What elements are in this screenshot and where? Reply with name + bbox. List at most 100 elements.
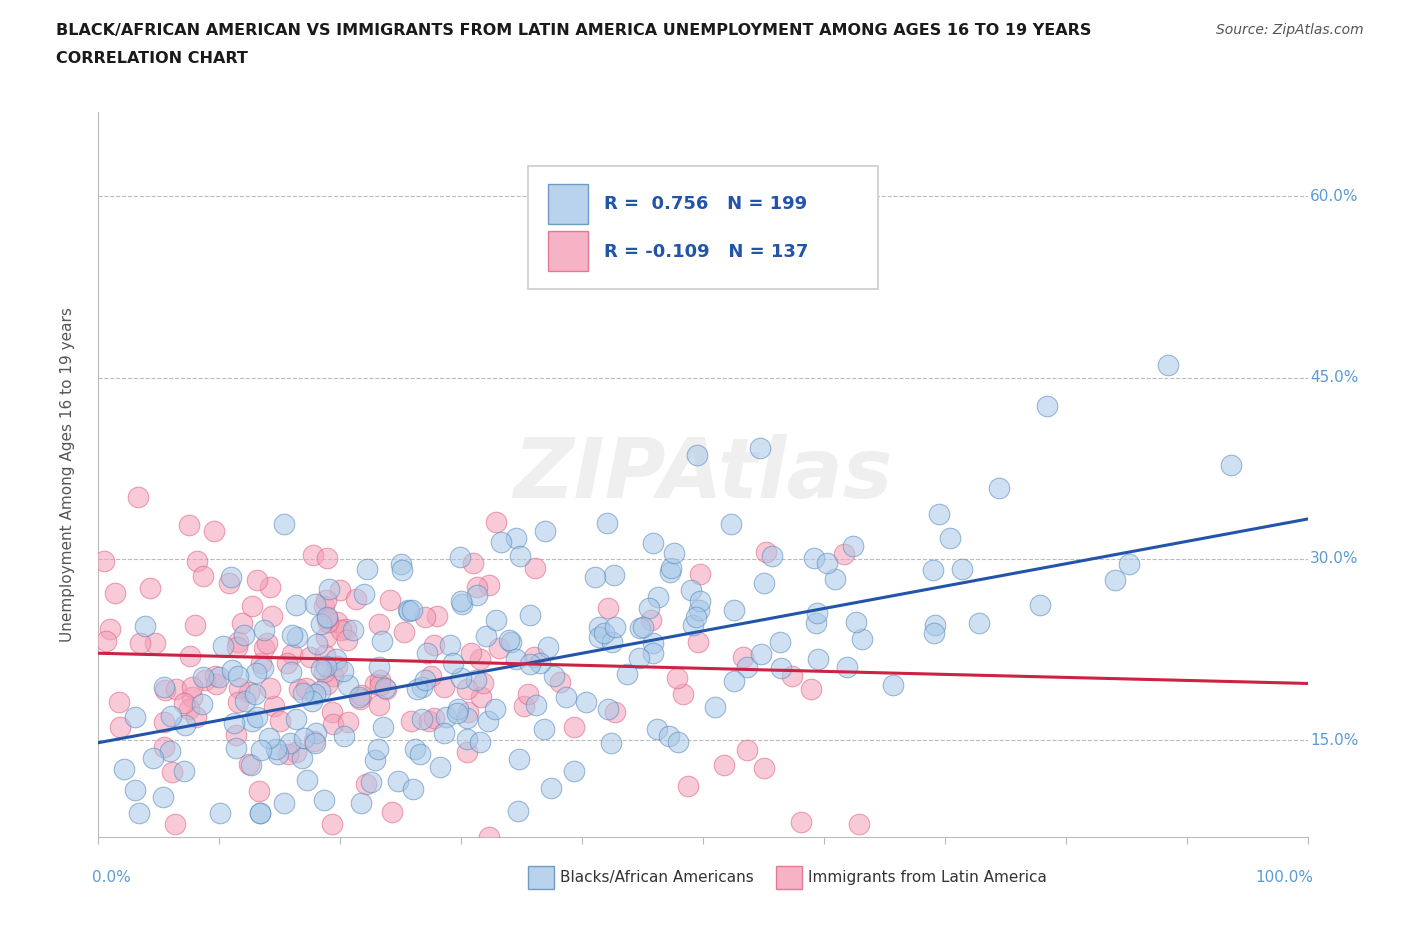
Point <box>420 669 443 684</box>
Point <box>800 682 823 697</box>
Point <box>222 715 245 730</box>
Point <box>422 711 444 725</box>
Point <box>807 652 830 667</box>
Point <box>314 647 336 662</box>
Point <box>596 601 619 616</box>
Point <box>260 609 283 624</box>
Point <box>360 775 382 790</box>
Point <box>447 701 470 716</box>
Text: 100.0%: 100.0% <box>1256 870 1313 885</box>
Point <box>498 632 520 647</box>
Point <box>533 722 555 737</box>
Point <box>583 569 606 584</box>
Point <box>666 735 689 750</box>
Point <box>325 652 347 667</box>
Point <box>720 516 742 531</box>
Point <box>315 658 337 673</box>
Point <box>657 728 679 743</box>
Point <box>318 582 340 597</box>
Point <box>523 560 546 575</box>
Point <box>529 656 551 671</box>
Point <box>465 672 488 687</box>
Point <box>305 636 328 651</box>
Point <box>249 805 271 820</box>
Point <box>108 694 131 709</box>
Point <box>468 652 491 667</box>
Point <box>928 507 950 522</box>
Point <box>309 661 332 676</box>
Point <box>253 640 276 655</box>
Point <box>177 701 200 716</box>
Point <box>519 657 541 671</box>
Point <box>322 669 344 684</box>
Point <box>450 593 472 608</box>
Point <box>314 792 336 807</box>
Point <box>370 633 392 648</box>
Point <box>662 545 685 560</box>
Point <box>672 686 695 701</box>
Point <box>373 720 395 735</box>
Point <box>842 538 865 553</box>
Point <box>661 560 683 575</box>
Point <box>423 637 446 652</box>
Point <box>284 597 307 612</box>
Text: CORRELATION CHART: CORRELATION CHART <box>56 51 247 66</box>
Point <box>967 616 990 631</box>
Point <box>461 555 484 570</box>
Point <box>179 648 201 663</box>
Point <box>321 817 343 831</box>
Point <box>1219 458 1241 472</box>
Text: R = -0.109   N = 137: R = -0.109 N = 137 <box>603 243 808 260</box>
Point <box>548 674 571 689</box>
Point <box>665 671 688 685</box>
Point <box>173 696 195 711</box>
Point <box>485 515 508 530</box>
Point <box>142 751 165 765</box>
Point <box>363 677 385 692</box>
Point <box>291 751 314 765</box>
Point <box>263 698 285 713</box>
Point <box>640 613 662 628</box>
Point <box>159 744 181 759</box>
Text: 45.0%: 45.0% <box>1310 370 1358 385</box>
Point <box>398 604 420 618</box>
Point <box>824 571 846 586</box>
Point <box>517 687 540 702</box>
Point <box>350 687 373 702</box>
Point <box>987 481 1010 496</box>
Point <box>128 635 150 650</box>
Point <box>735 659 758 674</box>
FancyBboxPatch shape <box>527 166 879 289</box>
Point <box>354 777 377 791</box>
Point <box>689 594 711 609</box>
FancyBboxPatch shape <box>527 866 554 889</box>
Point <box>143 635 166 650</box>
Point <box>186 554 208 569</box>
Point <box>205 677 228 692</box>
Point <box>191 697 214 711</box>
Point <box>381 804 404 819</box>
Point <box>247 784 270 799</box>
Point <box>233 628 256 643</box>
Point <box>399 713 422 728</box>
Point <box>165 682 187 697</box>
Point <box>252 660 274 675</box>
Point <box>312 665 335 680</box>
Point <box>186 710 208 724</box>
Point <box>389 556 412 571</box>
Point <box>294 680 316 695</box>
Point <box>257 731 280 746</box>
Point <box>336 677 359 692</box>
Point <box>922 626 945 641</box>
Point <box>755 545 778 560</box>
Point <box>832 547 855 562</box>
Point <box>280 664 302 679</box>
Point <box>402 781 425 796</box>
Point <box>368 677 391 692</box>
Point <box>281 646 304 661</box>
FancyBboxPatch shape <box>548 232 588 272</box>
Point <box>641 645 664 660</box>
Point <box>922 563 945 578</box>
Text: Blacks/African Americans: Blacks/African Americans <box>561 870 754 885</box>
Point <box>246 572 269 587</box>
